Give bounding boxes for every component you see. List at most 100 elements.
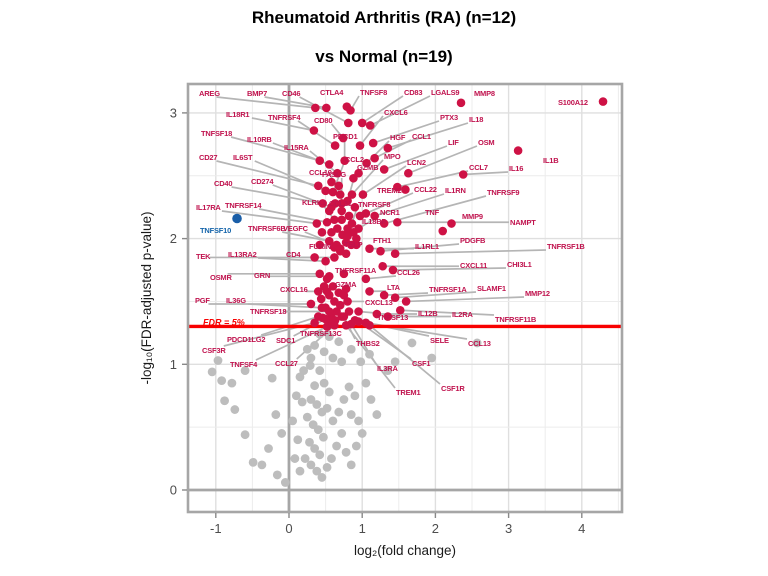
- ns-point: [295, 466, 305, 476]
- x-tick--1: -1: [210, 521, 222, 536]
- gene-label-SDC1: SDC1: [276, 336, 295, 345]
- gene-label-IL18BP: IL18BP: [362, 217, 386, 226]
- ns-point: [312, 466, 322, 476]
- gene-label-IL1RL1: IL1RL1: [415, 242, 439, 251]
- ns-point: [310, 381, 320, 391]
- gene-label-TNFSF4: TNFSF4: [230, 360, 258, 369]
- ns-point: [257, 460, 267, 470]
- gene-label-FURIN: FURIN: [309, 242, 331, 251]
- ns-point: [267, 373, 277, 383]
- gene-label-MMP12: MMP12: [525, 289, 550, 298]
- up-point: [328, 282, 338, 291]
- gene-label-TNFRSF14: TNFRSF14: [225, 201, 262, 210]
- ns-point: [344, 382, 354, 392]
- gene-label-IL1B: IL1B: [543, 156, 559, 165]
- up-point-IL15RA: [333, 168, 342, 178]
- gene-label-HGF: HGF: [390, 133, 406, 142]
- nonsignificant-points: [207, 329, 482, 487]
- ns-point: [346, 410, 356, 419]
- ns-point: [372, 410, 382, 419]
- up-point-IL10RB: [324, 160, 334, 169]
- up-point-TNFRSF18: [324, 307, 334, 316]
- up-point-TNFRSF9: [379, 219, 389, 228]
- fdr-threshold-line: FDR = 5%: [188, 317, 622, 329]
- up-point-SLAMF1: [390, 293, 400, 302]
- up-point-IL1RL1: [365, 244, 374, 253]
- gene-label-TNFRSF9: TNFRSF9: [487, 188, 519, 197]
- gene-label-CXCL16: CXCL16: [280, 285, 308, 294]
- gene-label-IL16: IL16: [509, 164, 523, 173]
- gene-label-TNFRSF1B: TNFRSF1B: [547, 242, 585, 251]
- up-point: [313, 287, 323, 296]
- gene-label-GRN: GRN: [254, 271, 270, 280]
- gene-label-TNFRSF18: TNFRSF18: [250, 307, 286, 316]
- gene-label-GZMA: GZMA: [335, 280, 357, 289]
- up-point-CD83: [357, 118, 367, 128]
- gene-label-FTH1: FTH1: [373, 236, 391, 245]
- ns-point: [240, 430, 250, 440]
- ns-point: [341, 447, 351, 457]
- up-point-IL12B: [372, 309, 382, 319]
- up-point-GZMB: [343, 196, 352, 206]
- up-point-NAMPT: [393, 217, 402, 227]
- fdr-threshold-label: FDR = 5%: [203, 317, 245, 327]
- up-point-TNFRSF1B: [390, 249, 400, 258]
- up-point-FURIN: [335, 244, 345, 253]
- up-point: [333, 224, 342, 233]
- chart-title-line2: vs Normal (n=19): [315, 47, 453, 66]
- ns-point: [280, 478, 290, 487]
- gene-label-CCL22: CCL22: [414, 185, 437, 194]
- gene-label-CXCL11: CXCL11: [460, 261, 487, 270]
- gene-label-IL36G: IL36G: [226, 296, 246, 305]
- up-point-HGF: [362, 158, 371, 168]
- ns-point: [288, 416, 298, 426]
- up-point-LCN2: [358, 190, 368, 199]
- gene-label-IL2RA: IL2RA: [452, 310, 473, 319]
- up-point-LTA: [365, 287, 374, 296]
- up-point-TEK: [310, 253, 319, 262]
- up-point-TNFRSF11A: [339, 269, 349, 279]
- gene-label-PDGFB: PDGFB: [460, 236, 486, 245]
- ns-point: [230, 405, 240, 414]
- gene-label-TNFSF10: TNFSF10: [200, 226, 231, 235]
- ns-point: [315, 329, 325, 339]
- x-tick-1: 1: [359, 521, 366, 536]
- gene-label-CCL21: CCL21: [329, 199, 352, 208]
- up-point: [344, 211, 354, 221]
- ns-point: [305, 361, 315, 370]
- ns-point: [366, 395, 376, 404]
- ns-point: [332, 441, 341, 451]
- up-point-CD40: [318, 199, 327, 208]
- gene-label-CHI3L1: CHI3L1: [507, 260, 532, 269]
- up-point-CCL1: [370, 153, 379, 163]
- up-point: [327, 177, 336, 187]
- ns-point: [272, 470, 282, 480]
- ns-point: [240, 366, 250, 375]
- up-point: [354, 168, 363, 178]
- gene-label-MPO: MPO: [384, 152, 401, 161]
- ns-point: [354, 416, 363, 426]
- gene-label-TEK: TEK: [196, 252, 211, 261]
- up-point-CSF1R: [365, 321, 374, 330]
- zero-lines: [188, 84, 622, 512]
- gene-label-AREG: AREG: [199, 89, 220, 98]
- gene-label-CD80: CD80: [314, 116, 332, 125]
- up-point-IL17RA: [312, 219, 322, 228]
- ns-point: [328, 353, 338, 363]
- ns-point: [324, 332, 334, 342]
- gene-label-CXCL13: CXCL13: [365, 298, 393, 307]
- gene-label-PDCD1: PDCD1: [333, 132, 357, 141]
- up-point-OSMR: [315, 269, 325, 279]
- ns-point: [306, 460, 316, 470]
- ns-point: [302, 344, 312, 354]
- up-point-CCL19: [335, 190, 345, 199]
- ns-point: [248, 457, 258, 467]
- up-point-IL1B: [513, 146, 523, 155]
- gene-label-LGALS9: LGALS9: [431, 88, 459, 97]
- chart-title-line1: Rheumatoid Arthritis (RA) (n=12): [251, 8, 517, 27]
- up-point-TNFRSF4: [330, 141, 340, 150]
- up-point-KLRK1: [330, 215, 339, 225]
- up-point-IL1RN: [370, 211, 379, 221]
- ns-point: [319, 432, 328, 442]
